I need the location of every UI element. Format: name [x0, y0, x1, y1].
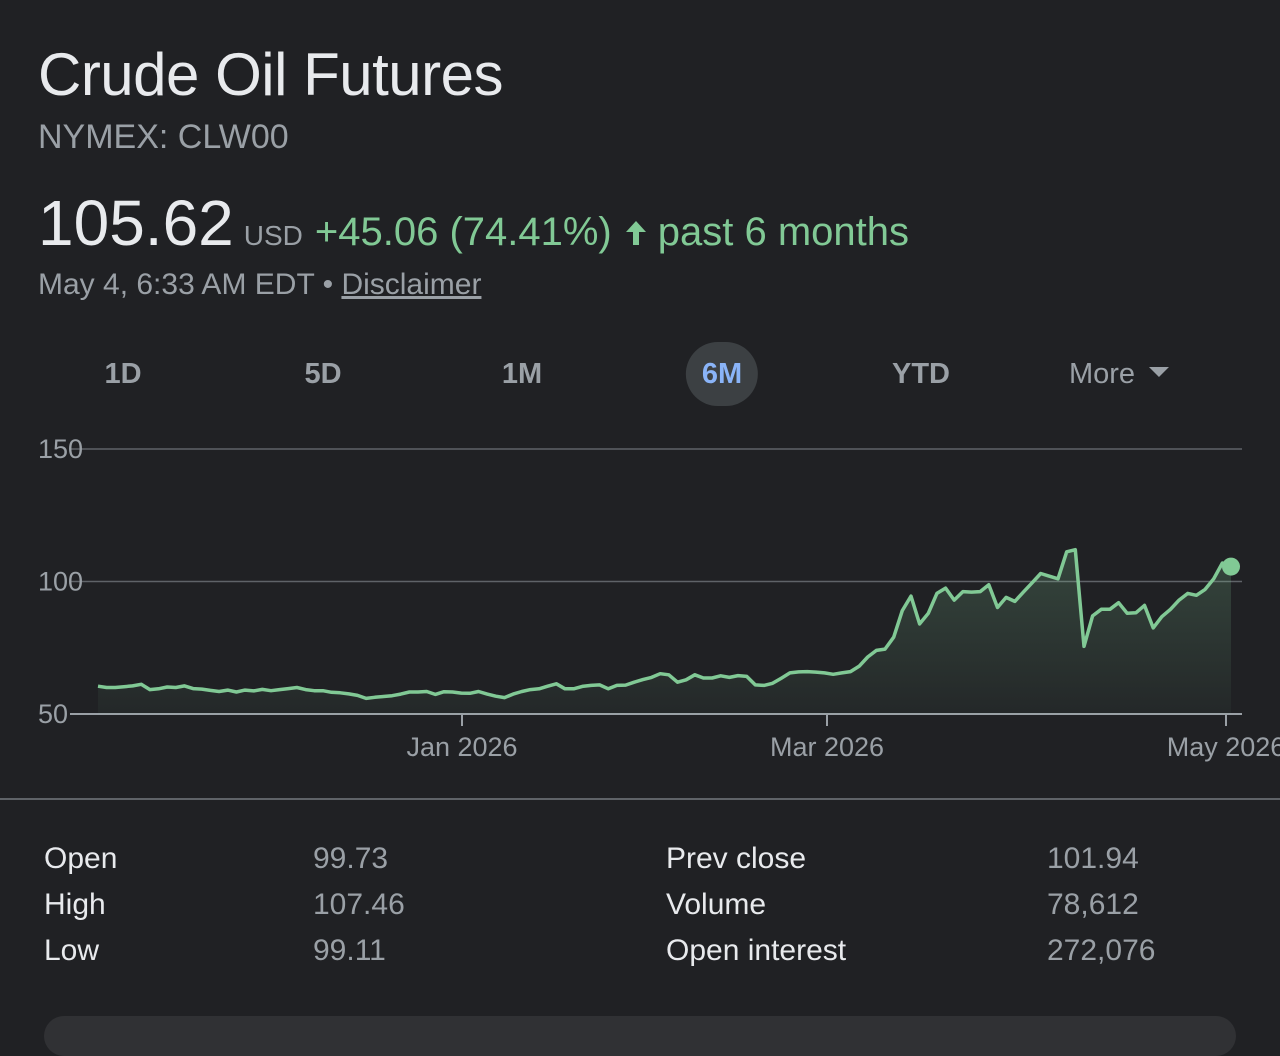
price-change: +45.06 (74.41%) — [314, 210, 612, 254]
stat-value-volume: 78,612 — [1047, 888, 1139, 921]
y-tick-label: 150 — [38, 434, 83, 464]
x-tick-label: May 2026 — [1167, 732, 1280, 762]
y-tick-label: 100 — [38, 567, 83, 597]
tab-5d[interactable]: 5D — [304, 358, 342, 390]
separator-dot: • — [322, 268, 334, 301]
price-row: 105.62 USD +45.06 (74.41%) past 6 months — [38, 186, 909, 260]
chart-current-point — [1222, 557, 1240, 576]
stat-label-high: High — [44, 888, 106, 921]
chart-price-line — [97, 547, 1232, 701]
stat-label-volume: Volume — [666, 888, 767, 921]
x-tick-label: Jan 2026 — [406, 732, 517, 762]
chart-area-fill — [98, 549, 1231, 714]
change-period: past 6 months — [657, 210, 909, 254]
stat-value-open-interest: 272,076 — [1047, 934, 1156, 967]
timestamp-row: May 4, 6:33 AM EDT • Disclaimer — [38, 268, 481, 302]
stat-label-open: Open — [44, 842, 118, 875]
x-tick-label: Mar 2026 — [770, 732, 884, 762]
tab-6m[interactable]: 6M — [685, 342, 759, 406]
stat-value-high: 107.46 — [313, 888, 405, 921]
tab-more-label: More — [1068, 358, 1136, 390]
bottom-card[interactable] — [44, 1016, 1236, 1056]
stat-value-prev-close: 101.94 — [1047, 842, 1139, 875]
ticker-symbol: NYMEX: CLW00 — [38, 118, 289, 156]
tab-ytd[interactable]: YTD — [892, 358, 950, 390]
caret-down-icon — [1149, 367, 1170, 378]
stat-label-low: Low — [44, 934, 100, 967]
tab-1d[interactable]: 1D — [104, 358, 142, 390]
y-tick-label: 50 — [38, 699, 68, 729]
stat-value-open: 99.73 — [313, 842, 389, 875]
current-price: 105.62 — [38, 187, 234, 259]
tab-1m[interactable]: 1M — [501, 358, 543, 390]
tab-more[interactable]: More — [1053, 342, 1185, 406]
range-tabs: 1D 5D 1M 6M YTD More — [0, 342, 1280, 408]
price-chart[interactable]: 150 100 50 Jan 2026 Mar 2026 May 2026 — [0, 420, 1280, 790]
stat-label-open-interest: Open interest — [666, 934, 847, 967]
currency-label: USD — [243, 220, 303, 251]
disclaimer-link[interactable]: Disclaimer — [341, 268, 482, 301]
stat-value-low: 99.11 — [313, 934, 386, 967]
divider — [0, 798, 1280, 800]
arrow-up-icon — [624, 219, 648, 247]
quote-timestamp: May 4, 6:33 AM EDT — [38, 268, 315, 301]
page-title: Crude Oil Futures — [38, 41, 504, 108]
stat-label-prev-close: Prev close — [666, 842, 807, 875]
